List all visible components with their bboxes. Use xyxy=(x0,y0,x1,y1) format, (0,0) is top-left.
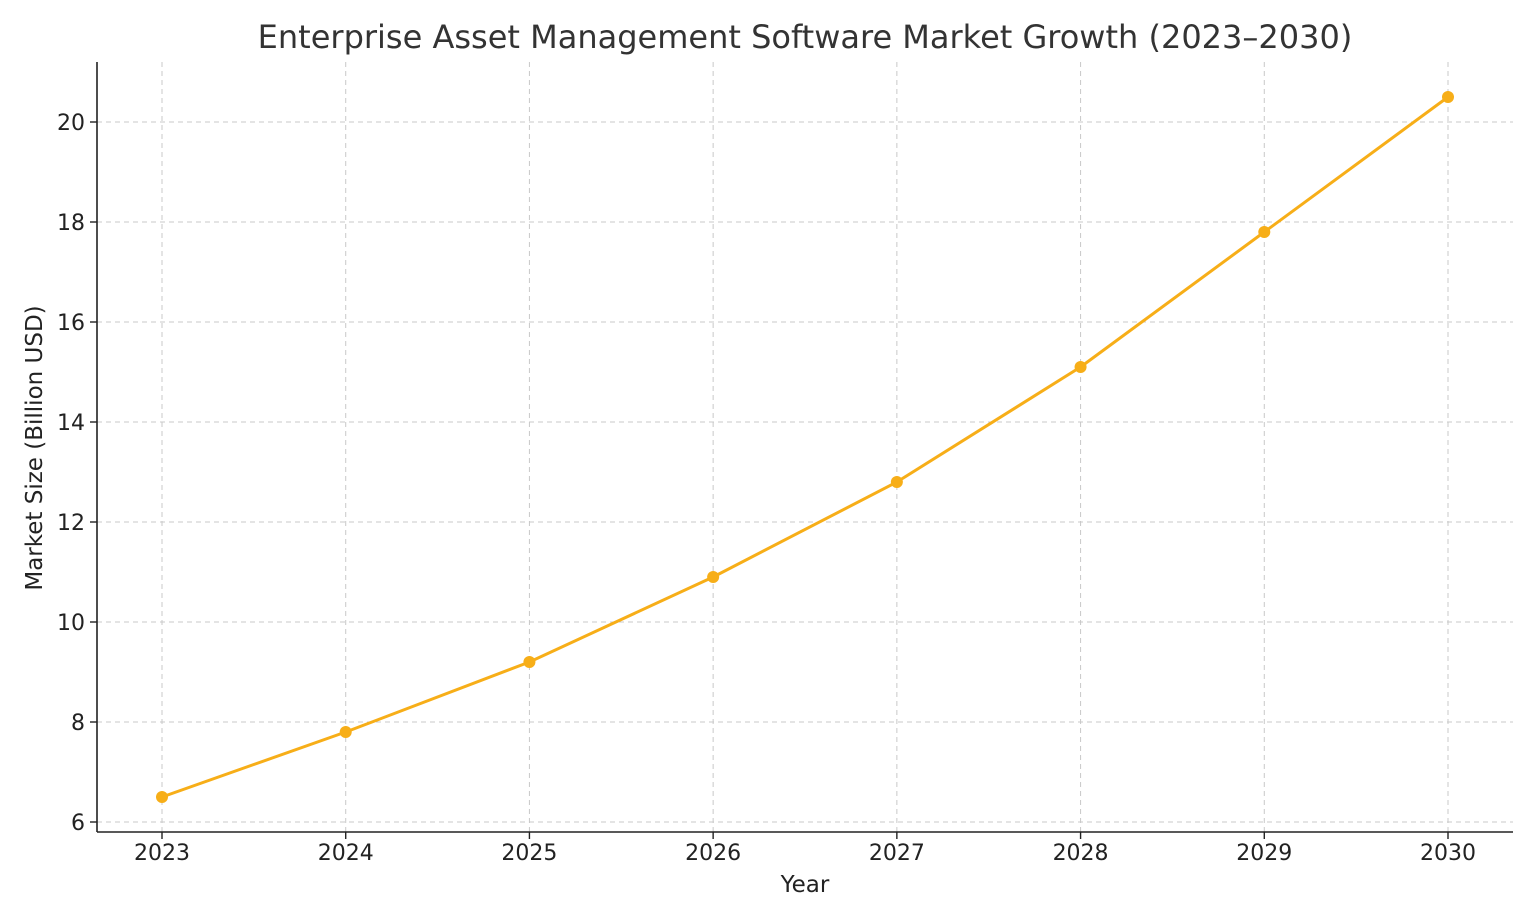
axes xyxy=(96,62,1513,833)
x-tick-label: 2028 xyxy=(1053,841,1109,866)
data-point xyxy=(707,571,720,583)
x-tick-label: 2023 xyxy=(134,841,190,866)
y-tick-label: 18 xyxy=(57,211,85,236)
ticks: 2023 2024 2025 2026 2027 2028 2029 2030 6 8 10 12 14… xyxy=(57,111,1476,866)
y-tick-label: 8 xyxy=(71,711,85,736)
series-line xyxy=(160,95,1450,799)
x-tick-label: 2029 xyxy=(1236,841,1292,866)
x-tick-label: 2025 xyxy=(501,841,557,866)
data-point xyxy=(1442,91,1454,103)
data-point xyxy=(1258,226,1271,238)
data-point xyxy=(1074,361,1087,373)
series-layer xyxy=(156,91,1454,803)
y-tick-label: 16 xyxy=(57,311,85,336)
data-point xyxy=(523,656,536,668)
y-tick-label: 10 xyxy=(57,611,85,636)
y-tick-label: 12 xyxy=(57,511,85,536)
data-point xyxy=(339,726,352,738)
x-tick-label: 2030 xyxy=(1420,841,1476,866)
y-axis-label: Market Size (Billion USD) xyxy=(22,305,48,590)
y-tick-label: 6 xyxy=(71,811,85,836)
x-tick-label: 2026 xyxy=(685,841,741,866)
y-tick-label: 14 xyxy=(57,411,85,436)
data-point xyxy=(890,476,903,488)
grid xyxy=(97,62,1513,832)
x-axis-label: Year xyxy=(780,872,830,898)
x-tick-label: 2027 xyxy=(869,841,925,866)
chart-title: Enterprise Asset Management Software Mar… xyxy=(258,18,1353,56)
y-tick-label: 20 xyxy=(57,111,85,136)
x-tick-label: 2024 xyxy=(318,841,374,866)
data-point xyxy=(156,791,168,803)
